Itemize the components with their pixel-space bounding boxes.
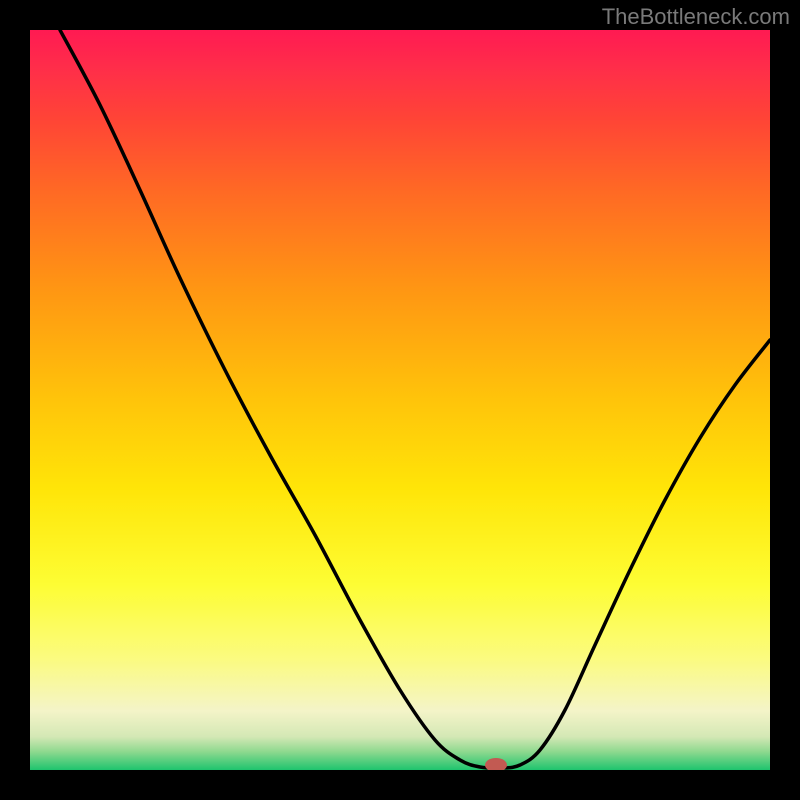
gradient-bottleneck-chart xyxy=(30,30,770,770)
chart-svg xyxy=(30,30,770,770)
watermark-text: TheBottleneck.com xyxy=(602,4,790,30)
chart-background xyxy=(30,30,770,770)
